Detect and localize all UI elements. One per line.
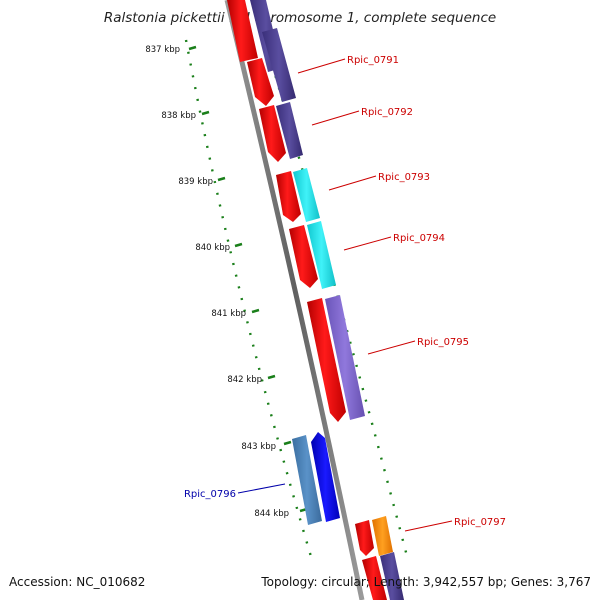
ruler-tick — [234, 242, 243, 248]
connector-line — [404, 520, 453, 532]
ruler-tick — [283, 440, 292, 446]
protein-feature-rpic-0795[interactable] — [325, 295, 365, 420]
ruler-tick — [251, 308, 260, 314]
connector-line — [343, 236, 392, 251]
gene-feature-rpic-0793[interactable] — [276, 171, 301, 222]
ruler-tick-label: 841 kbp — [211, 309, 246, 319]
gene-feature-rpic-0796[interactable] — [311, 432, 340, 522]
ruler-tick — [188, 45, 197, 51]
map-title: Ralstonia pickettii 12J chromosome 1, co… — [104, 10, 496, 26]
gene-feature-rpic-0790[interactable] — [227, 0, 258, 62]
connector-line — [328, 175, 377, 191]
gene-feature-rpic-0792[interactable] — [259, 105, 286, 162]
gene-label-rpic-0793[interactable]: Rpic_0793 — [378, 172, 430, 183]
gene-feature-rpic-0797[interactable] — [355, 520, 374, 556]
gene-feature-rpic-0795[interactable] — [307, 298, 346, 422]
protein-feature-rpic-0793[interactable] — [293, 168, 320, 222]
gene-label-rpic-0792[interactable]: Rpic_0792 — [361, 107, 413, 118]
gene-label-rpic-0791[interactable]: Rpic_0791 — [347, 55, 399, 66]
protein-feature-rpic-0797[interactable] — [372, 516, 393, 556]
topology-label: Topology: circular; Length: 3,942,557 bp… — [260, 575, 591, 589]
ruler-tick-label: 842 kbp — [227, 375, 262, 385]
ruler-tick — [201, 110, 210, 116]
ruler-tick-label: 838 kbp — [161, 111, 196, 121]
gene-label-rpic-0795[interactable]: Rpic_0795 — [417, 337, 469, 348]
protein-feature-rpic-0791[interactable] — [262, 28, 296, 102]
gene-labels: Rpic_0791 Rpic_0792 Rpic_0793 Rpic_0794 … — [184, 55, 506, 528]
protein-feature-next[interactable] — [380, 552, 404, 600]
connector-line — [237, 483, 286, 494]
protein-feature-rpic-0794[interactable] — [307, 221, 336, 289]
ruler-tick-label: 837 kbp — [145, 45, 180, 55]
gene-label-rpic-0794[interactable]: Rpic_0794 — [393, 233, 445, 244]
gene-feature-rpic-0791[interactable] — [247, 58, 274, 106]
ruler-tick — [217, 176, 226, 182]
ruler-tick-label: 843 kbp — [241, 442, 276, 452]
gene-features — [227, 0, 404, 600]
gene-label-rpic-0797[interactable]: Rpic_0797 — [454, 517, 506, 528]
gene-feature-rpic-0794[interactable] — [289, 225, 318, 288]
protein-feature-rpic-0792[interactable] — [276, 102, 303, 159]
protein-feature-rpic-0796[interactable] — [292, 435, 322, 525]
ruler-tick — [267, 374, 276, 380]
connector-line — [311, 110, 360, 126]
ruler-tick-label: 840 kbp — [195, 243, 230, 253]
position-ruler: 837 kbp 838 kbp 839 kbp 840 kbp 841 kbp … — [145, 39, 314, 561]
ruler-dotted-arc — [184, 39, 314, 561]
accession-label: Accession: NC_010682 — [9, 575, 145, 589]
ruler-tick-label: 844 kbp — [254, 509, 289, 519]
gene-feature-next[interactable] — [362, 556, 387, 600]
ruler-tick-label: 839 kbp — [178, 177, 213, 187]
genome-backbone — [224, 0, 365, 600]
connector-line — [367, 340, 416, 355]
connector-line — [297, 58, 346, 74]
gene-label-rpic-0796[interactable]: Rpic_0796 — [184, 489, 236, 500]
label-connectors — [237, 58, 453, 532]
